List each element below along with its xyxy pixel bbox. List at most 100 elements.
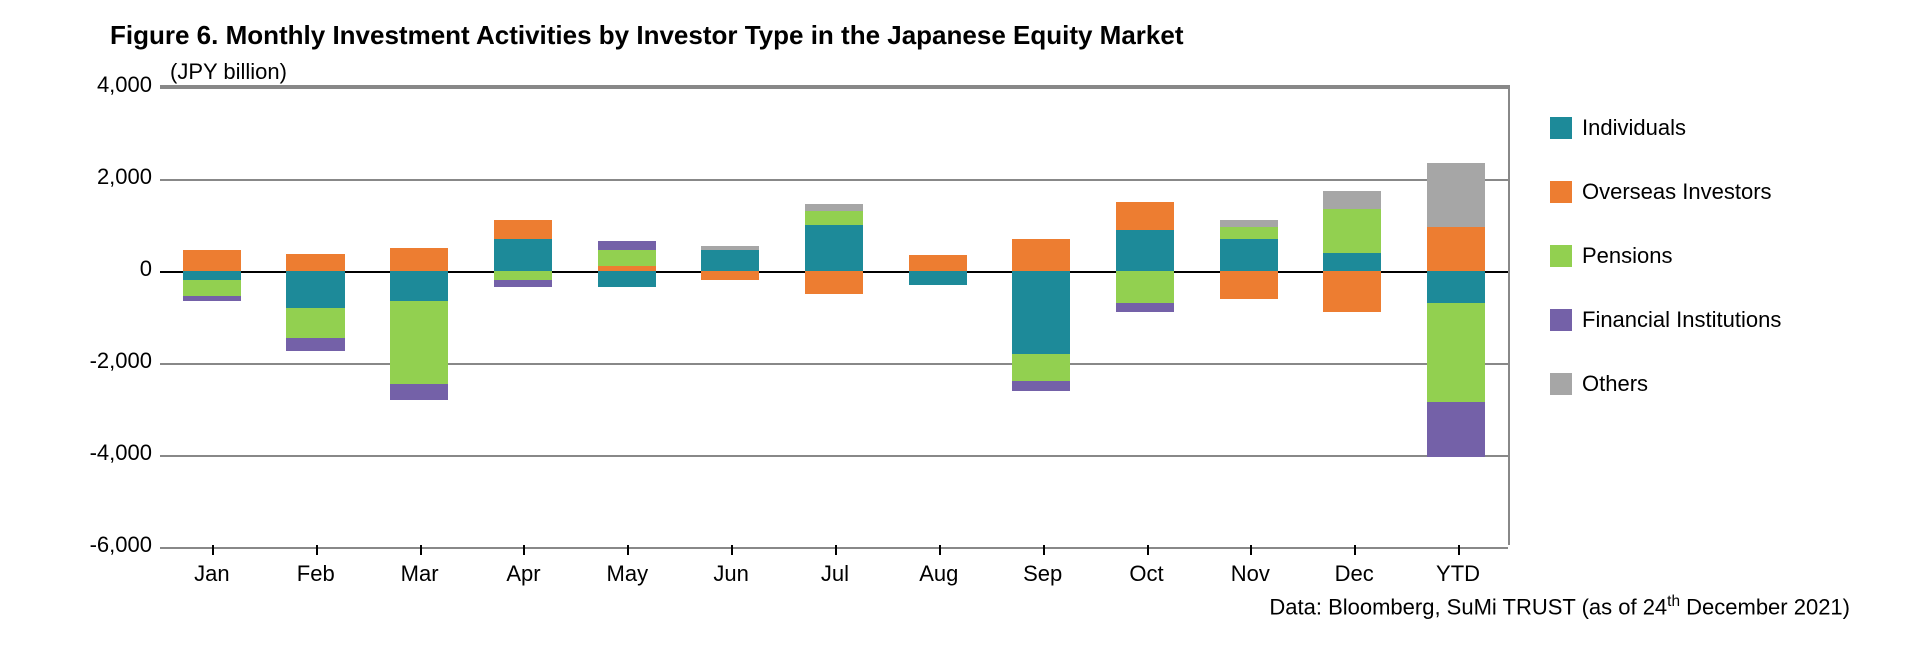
legend-label: Financial Institutions: [1582, 307, 1781, 333]
x-tick-mark: [160, 545, 264, 557]
bar-segment: [1427, 303, 1485, 402]
bar-segment: [1012, 381, 1070, 390]
x-tick-mark: [1406, 545, 1510, 557]
bar-segment: [1012, 354, 1070, 382]
bar-segment: [805, 211, 863, 225]
bar-segment: [1427, 402, 1485, 457]
bar-segment: [598, 241, 656, 250]
y-tick-label: -4,000: [90, 440, 152, 466]
bar-segment: [805, 225, 863, 271]
bar-segment: [805, 271, 863, 294]
bar-slot: [367, 87, 471, 545]
legend-swatch: [1550, 245, 1572, 267]
legend: IndividualsOverseas InvestorsPensionsFin…: [1510, 85, 1880, 435]
bar-segment: [1427, 163, 1485, 227]
y-tick-label: 4,000: [97, 72, 152, 98]
x-tick-label: Nov: [1198, 557, 1302, 587]
x-tick-mark: [887, 545, 991, 557]
bar-segment: [494, 271, 552, 280]
legend-item: Pensions: [1550, 243, 1880, 269]
bar-slot: [990, 87, 1094, 545]
bar-segment: [805, 204, 863, 211]
bar-slot: [471, 87, 575, 545]
bar-segment: [1427, 271, 1485, 303]
legend-swatch: [1550, 309, 1572, 331]
bar-slot: [1197, 87, 1301, 545]
bar-segment: [183, 271, 241, 280]
bar-segment: [1012, 271, 1070, 354]
x-tick-mark: [783, 545, 887, 557]
x-tick-label: Sep: [991, 557, 1095, 587]
bar-segment: [183, 296, 241, 301]
x-tick-label: Apr: [472, 557, 576, 587]
bar-segment: [1012, 239, 1070, 271]
bar-segment: [390, 248, 448, 271]
x-tick-label: Aug: [887, 557, 991, 587]
bar-segment: [494, 239, 552, 271]
legend-item: Financial Institutions: [1550, 307, 1880, 333]
legend-swatch: [1550, 181, 1572, 203]
bar-segment: [1323, 271, 1381, 312]
legend-label: Individuals: [1582, 115, 1686, 141]
legend-item: Individuals: [1550, 115, 1880, 141]
x-tick-mark: [1302, 545, 1406, 557]
bar-segment: [390, 301, 448, 384]
x-tick-label: May: [575, 557, 679, 587]
bar-segment: [494, 220, 552, 238]
x-tick-label: Jan: [160, 557, 264, 587]
bar-segment: [1116, 202, 1174, 230]
bar-segment: [183, 280, 241, 296]
bar-slot: [1093, 87, 1197, 545]
x-tick-mark: [1095, 545, 1199, 557]
bar-segment: [1323, 191, 1381, 209]
x-tick-mark: [264, 545, 368, 557]
x-tick-mark: [1198, 545, 1302, 557]
data-source-label: Data: Bloomberg, SuMi TRUST (as of 24th …: [40, 593, 1880, 620]
bar-segment: [1323, 209, 1381, 253]
bar-segment: [1323, 253, 1381, 271]
legend-swatch: [1550, 117, 1572, 139]
chart-title: Figure 6. Monthly Investment Activities …: [110, 20, 1880, 51]
bar-segment: [1220, 227, 1278, 239]
bar-slot: [160, 87, 264, 545]
bar-segment: [1220, 271, 1278, 299]
bar-segment: [390, 384, 448, 400]
x-tick-label: Jul: [783, 557, 887, 587]
x-tick-label: Dec: [1302, 557, 1406, 587]
bar-segment: [286, 338, 344, 352]
x-tick-mark: [472, 545, 576, 557]
bar-slot: [782, 87, 886, 545]
chart-container: 4,0002,0000-2,000-4,000-6,000 JanFebMarA…: [40, 85, 1880, 587]
x-tick-mark: [991, 545, 1095, 557]
y-axis-unit-label: (JPY billion): [170, 59, 1880, 85]
y-axis: 4,0002,0000-2,000-4,000-6,000: [40, 85, 160, 545]
x-tick-label: Oct: [1095, 557, 1199, 587]
bar-segment: [390, 271, 448, 301]
x-axis-ticks: [160, 545, 1510, 557]
bar-segment: [1116, 271, 1174, 303]
bar-segment: [286, 254, 344, 271]
bar-segment: [286, 308, 344, 338]
bar-slot: [575, 87, 679, 545]
bar-segment: [701, 271, 759, 280]
bar-slot: [886, 87, 990, 545]
x-tick-mark: [575, 545, 679, 557]
bar-segment: [1220, 220, 1278, 227]
legend-item: Others: [1550, 371, 1880, 397]
x-axis-labels: JanFebMarAprMayJunJulAugSepOctNovDecYTD: [160, 557, 1510, 587]
bar-segment: [909, 255, 967, 271]
y-tick-label: -6,000: [90, 532, 152, 558]
bar-segment: [598, 266, 656, 271]
x-tick-label: Feb: [264, 557, 368, 587]
bar-slot: [1404, 87, 1508, 545]
bar-segment: [1220, 239, 1278, 271]
bar-segment: [494, 280, 552, 287]
legend-label: Others: [1582, 371, 1648, 397]
x-tick-label: Mar: [368, 557, 472, 587]
bar-slot: [264, 87, 368, 545]
bar-segment: [1116, 230, 1174, 271]
bar-segment: [701, 246, 759, 251]
legend-label: Pensions: [1582, 243, 1673, 269]
x-tick-mark: [679, 545, 783, 557]
bar-segment: [286, 271, 344, 308]
